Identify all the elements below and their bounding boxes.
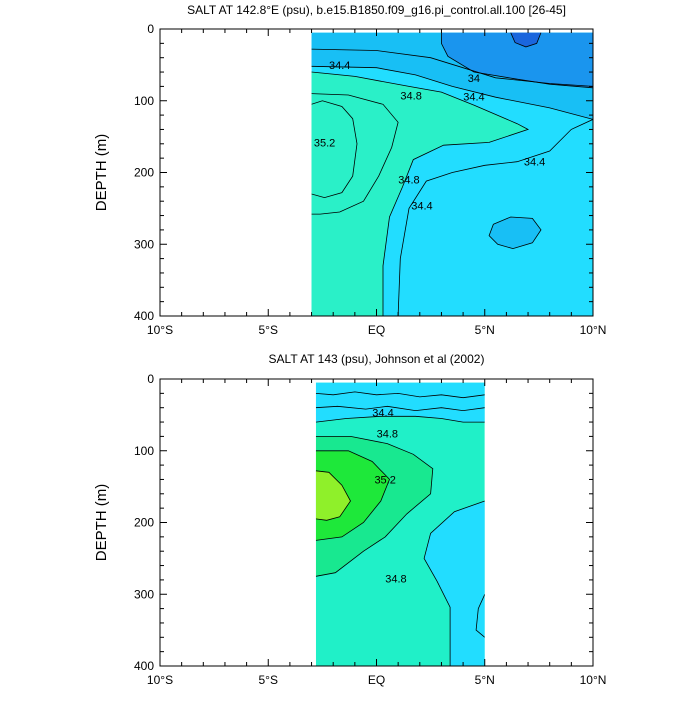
y-tick-label: 300 <box>134 237 154 251</box>
contour-line <box>315 391 485 399</box>
contour-label: 34 <box>468 73 480 85</box>
contour-line <box>440 32 593 89</box>
contour-label: 34.4 <box>372 408 393 420</box>
y-tick-label: 100 <box>134 444 154 458</box>
observed-salinity-panel: 34.4 34.8 35.2 34.8 10°S 5°S EQ 5°N 10°N 0 100 200 3… <box>93 352 606 687</box>
contour-label: 34.8 <box>385 573 406 585</box>
contour-label: 34.4 <box>463 91 484 103</box>
contour-line <box>423 500 485 666</box>
model-salinity-panel: 34.4 34 34.8 34.4 35.2 34.4 34.8 34.4 10°S 5°S EQ 5… <box>93 3 606 337</box>
contour-region-fresh-core <box>510 32 541 47</box>
contour-line <box>315 405 485 412</box>
contour-field: 34.4 34.8 35.2 34.8 <box>315 382 485 666</box>
contour-line <box>315 470 351 521</box>
contour-label: 35.2 <box>314 137 335 149</box>
contour-line <box>311 93 399 215</box>
contour-field: 34.4 34 34.8 34.4 35.2 34.4 34.8 34.4 <box>311 32 593 317</box>
chart-title: SALT AT 143 (psu), Johnson et al (2002) <box>269 352 485 366</box>
contour-line <box>510 32 542 48</box>
x-tick-label: 10°S <box>147 673 173 687</box>
y-tick-label: 300 <box>134 587 154 601</box>
x-tick-label: 5°N <box>475 673 495 687</box>
contour-label: 34.4 <box>329 60 350 72</box>
contour-label: 34.4 <box>411 201 432 213</box>
contour-region-eastern-fresh-lobe <box>424 501 485 666</box>
contour-label: 34.4 <box>524 157 545 169</box>
contour-region-high-salinity-tongue <box>311 72 528 316</box>
contour-region-salinity-maximum <box>315 470 351 521</box>
contour-line <box>311 48 593 87</box>
x-tick-label: 10°S <box>147 323 173 337</box>
y-tick-label: 200 <box>134 516 154 530</box>
contour-line <box>315 435 434 577</box>
y-axis-label: DEPTH (m) <box>93 484 110 562</box>
contour-line <box>311 100 358 199</box>
x-tick-label: 5°N <box>475 323 495 337</box>
chart-title: SALT AT 142.8°E (psu), b.e15.B1850.f09_g… <box>187 3 566 17</box>
contour-label: 34.8 <box>400 91 421 103</box>
contour-label: 34.8 <box>377 429 398 441</box>
contour-region-deep-patch <box>489 217 541 249</box>
contour-line <box>311 71 530 316</box>
contour-region-fresh-tongue <box>441 32 593 88</box>
y-tick-label: 0 <box>147 372 154 386</box>
y-tick-label: 200 <box>134 166 154 180</box>
contour-line <box>311 65 593 120</box>
contour-line <box>315 450 390 541</box>
x-tick-label: EQ <box>368 673 385 687</box>
contour-line <box>397 119 593 317</box>
x-tick-label: 10°N <box>580 323 607 337</box>
contour-label: 34.8 <box>398 175 419 187</box>
x-tick-label: EQ <box>368 323 385 337</box>
contour-label: 35.2 <box>374 474 395 486</box>
y-tick-label: 400 <box>134 659 154 673</box>
contour-line <box>475 594 485 638</box>
x-tick-label: 10°N <box>580 673 607 687</box>
y-tick-label: 400 <box>134 309 154 323</box>
x-tick-label: 5°S <box>259 673 278 687</box>
y-tick-label: 100 <box>134 94 154 108</box>
y-axis-label: DEPTH (m) <box>93 134 110 212</box>
contour-line <box>488 216 542 250</box>
x-tick-label: 5°S <box>259 323 278 337</box>
y-tick-label: 0 <box>147 22 154 36</box>
contour-line <box>315 415 485 423</box>
